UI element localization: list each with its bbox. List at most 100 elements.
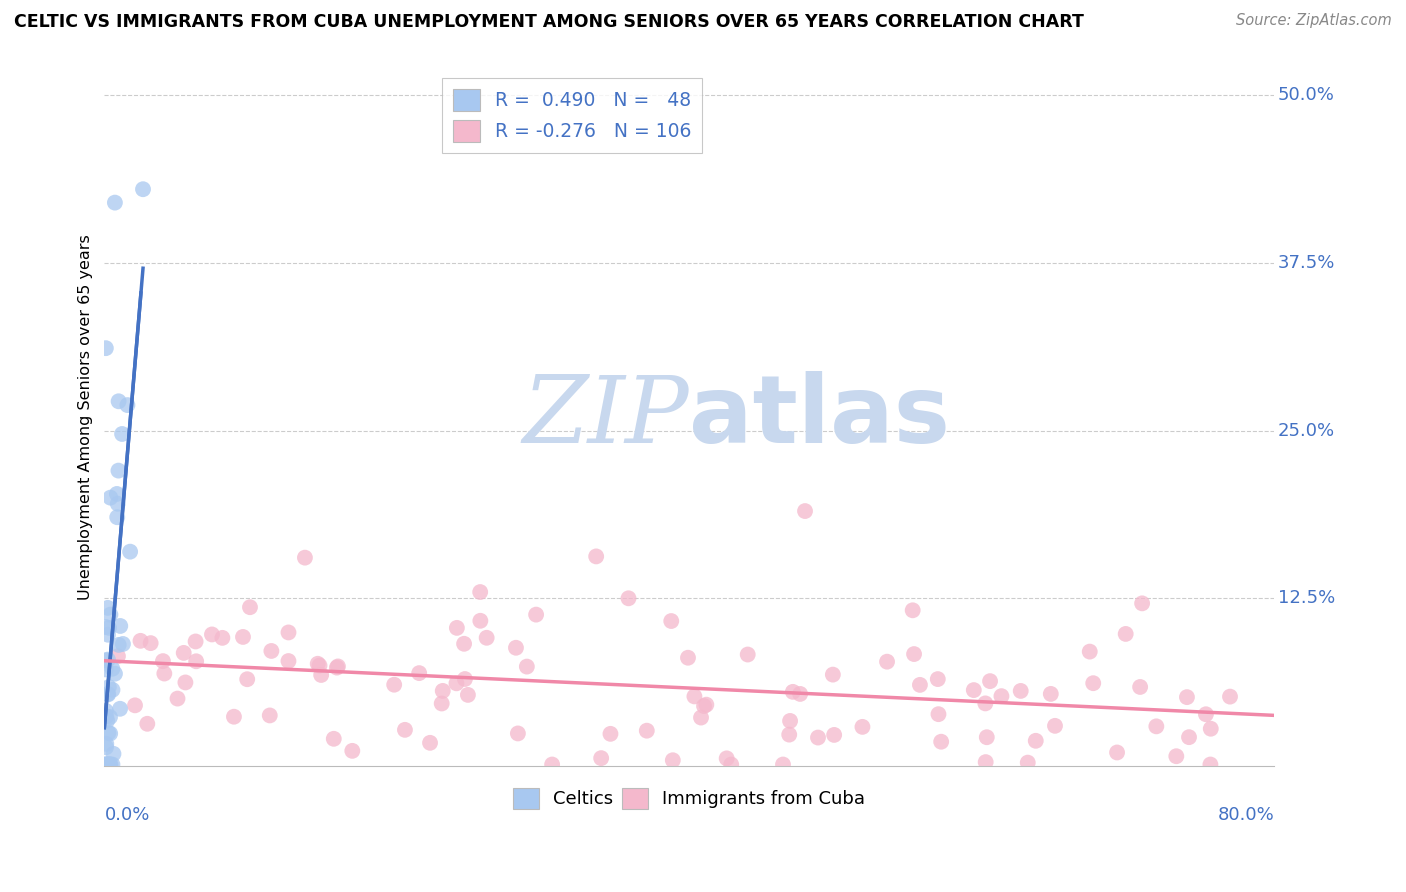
Point bbox=[124, 698, 146, 713]
Point bbox=[1043, 719, 1066, 733]
Point bbox=[979, 674, 1001, 689]
Point bbox=[174, 675, 197, 690]
Point bbox=[1178, 730, 1201, 744]
Point bbox=[94, 757, 117, 772]
Point bbox=[1195, 707, 1218, 722]
Point bbox=[97, 726, 120, 740]
Point bbox=[184, 634, 207, 648]
Point bbox=[720, 757, 742, 772]
Point bbox=[96, 757, 118, 772]
Point bbox=[94, 704, 117, 718]
Point bbox=[394, 723, 416, 737]
Point bbox=[683, 690, 706, 704]
Point bbox=[307, 657, 329, 671]
Point bbox=[111, 427, 134, 442]
Point bbox=[342, 744, 364, 758]
Point bbox=[1166, 749, 1188, 764]
Point bbox=[260, 644, 283, 658]
Point bbox=[1017, 756, 1039, 770]
Point bbox=[173, 646, 195, 660]
Point bbox=[107, 497, 129, 511]
Point bbox=[222, 709, 245, 723]
Point bbox=[107, 638, 129, 652]
Point bbox=[153, 666, 176, 681]
Point bbox=[132, 182, 155, 196]
Point bbox=[100, 757, 122, 772]
Point bbox=[908, 678, 931, 692]
Point bbox=[901, 603, 924, 617]
Point bbox=[454, 672, 477, 686]
Point bbox=[94, 757, 117, 772]
Point bbox=[1129, 680, 1152, 694]
Point bbox=[585, 549, 607, 564]
Point bbox=[789, 687, 811, 701]
Point bbox=[1199, 722, 1222, 736]
Point bbox=[94, 757, 117, 772]
Point bbox=[107, 649, 129, 664]
Point bbox=[782, 685, 804, 699]
Point bbox=[382, 678, 405, 692]
Point bbox=[104, 666, 127, 681]
Point bbox=[505, 640, 527, 655]
Text: ZIP: ZIP bbox=[523, 372, 689, 462]
Point bbox=[103, 747, 125, 761]
Point bbox=[974, 697, 997, 711]
Point bbox=[100, 491, 122, 505]
Point bbox=[97, 600, 120, 615]
Point bbox=[107, 394, 129, 409]
Point bbox=[97, 757, 120, 772]
Text: Source: ZipAtlas.com: Source: ZipAtlas.com bbox=[1236, 13, 1392, 29]
Point bbox=[541, 757, 564, 772]
Point bbox=[1144, 719, 1167, 733]
Point bbox=[591, 751, 613, 765]
Point bbox=[139, 636, 162, 650]
Point bbox=[201, 627, 224, 641]
Point bbox=[309, 668, 332, 682]
Point bbox=[778, 728, 800, 742]
Point bbox=[1105, 746, 1128, 760]
Point bbox=[96, 714, 118, 728]
Legend: Celtics, Immigrants from Cuba: Celtics, Immigrants from Cuba bbox=[506, 780, 872, 816]
Point bbox=[326, 659, 349, 673]
Point bbox=[326, 660, 349, 674]
Point bbox=[1115, 627, 1137, 641]
Point bbox=[98, 710, 121, 724]
Point bbox=[94, 620, 117, 634]
Point bbox=[101, 662, 124, 676]
Point bbox=[136, 716, 159, 731]
Point bbox=[457, 688, 479, 702]
Point bbox=[98, 621, 121, 635]
Point bbox=[1010, 684, 1032, 698]
Point bbox=[101, 682, 124, 697]
Point bbox=[104, 195, 127, 210]
Point bbox=[1130, 596, 1153, 610]
Text: 50.0%: 50.0% bbox=[1278, 87, 1334, 104]
Point bbox=[1083, 676, 1105, 690]
Point bbox=[1219, 690, 1241, 704]
Point bbox=[96, 709, 118, 723]
Point bbox=[659, 614, 682, 628]
Point bbox=[97, 687, 120, 701]
Point bbox=[94, 653, 117, 667]
Point bbox=[779, 714, 801, 728]
Text: atlas: atlas bbox=[689, 371, 950, 463]
Point bbox=[430, 697, 453, 711]
Point bbox=[322, 731, 344, 746]
Point bbox=[98, 726, 121, 740]
Point bbox=[98, 757, 121, 772]
Point bbox=[963, 683, 986, 698]
Point bbox=[232, 630, 254, 644]
Text: 25.0%: 25.0% bbox=[1278, 422, 1334, 440]
Point bbox=[693, 699, 716, 714]
Point bbox=[105, 510, 128, 524]
Point bbox=[1199, 757, 1222, 772]
Point bbox=[94, 662, 117, 676]
Point bbox=[676, 650, 699, 665]
Text: 80.0%: 80.0% bbox=[1218, 806, 1274, 824]
Point bbox=[419, 736, 441, 750]
Point bbox=[695, 698, 717, 712]
Point bbox=[1025, 733, 1047, 747]
Point bbox=[277, 625, 299, 640]
Text: 0.0%: 0.0% bbox=[104, 806, 150, 824]
Point bbox=[976, 730, 998, 744]
